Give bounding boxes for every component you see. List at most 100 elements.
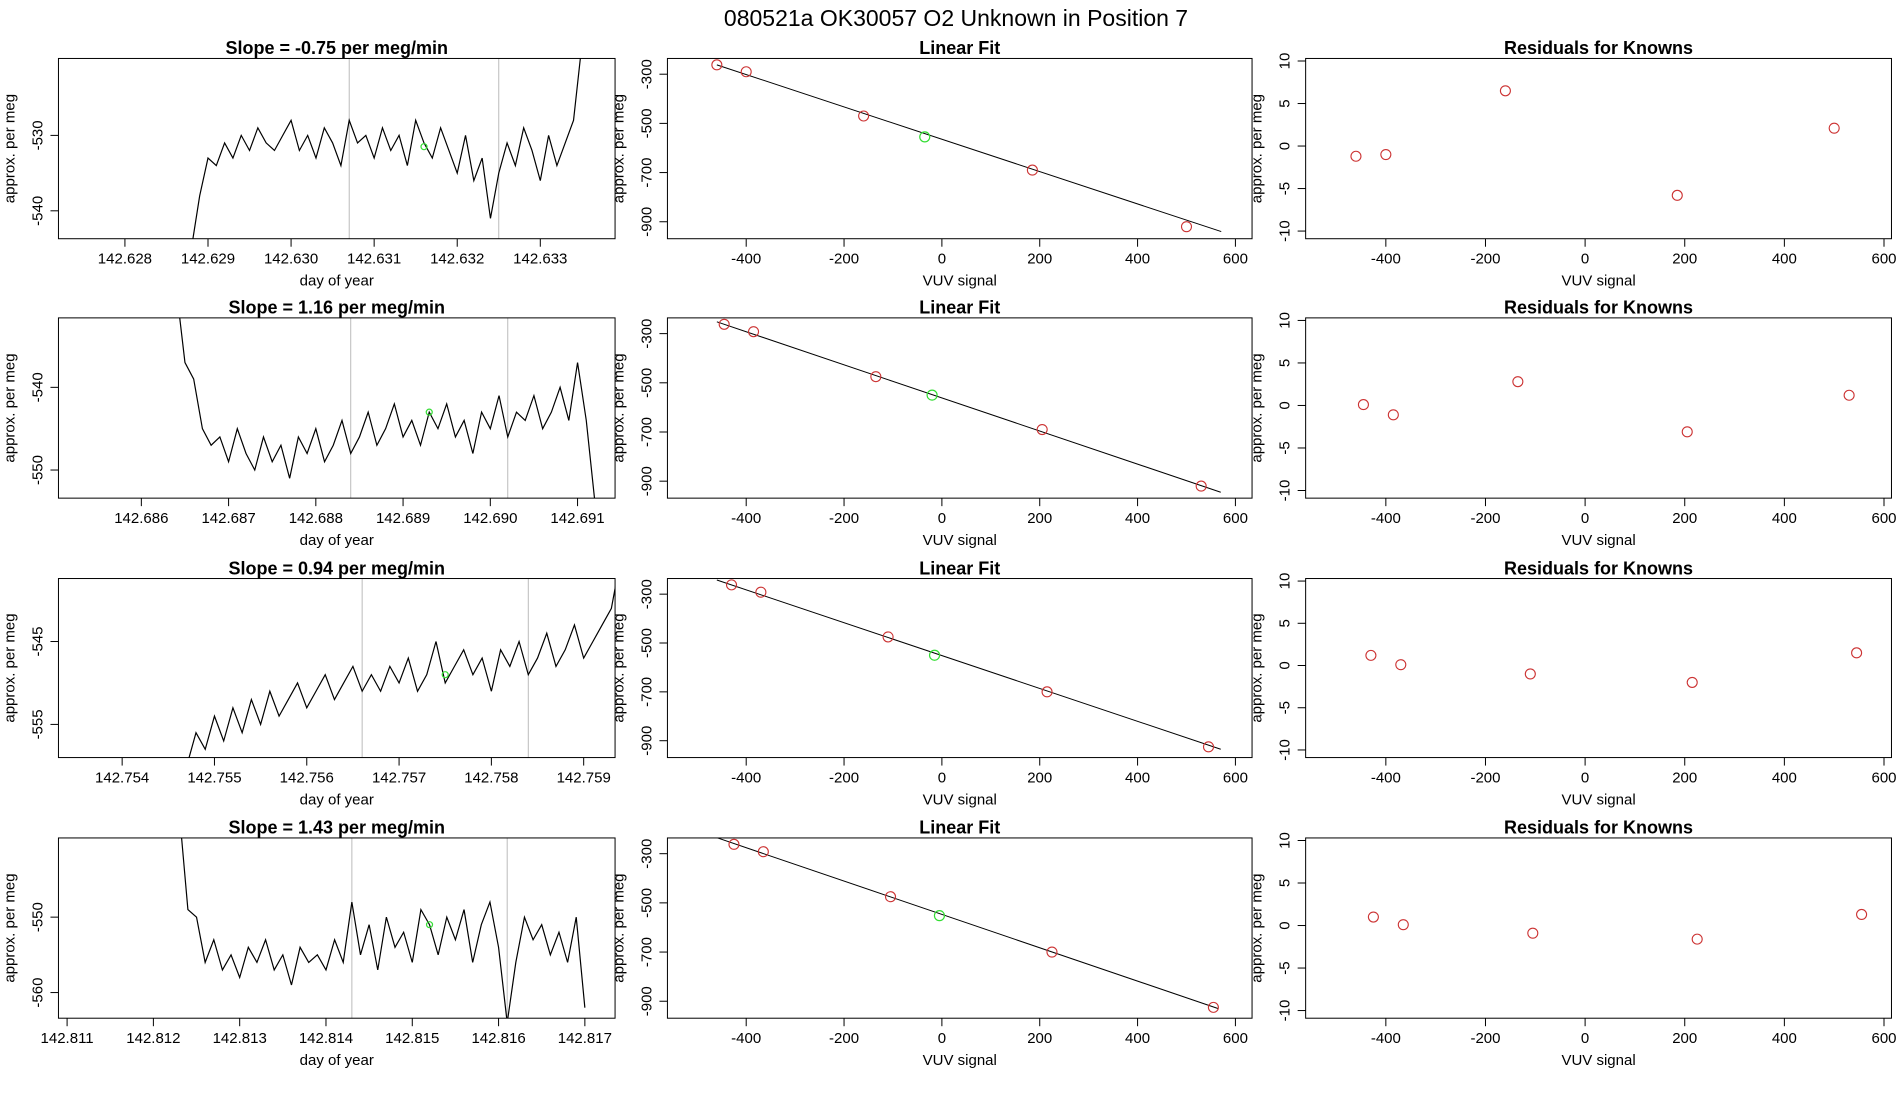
point <box>747 326 760 338</box>
y-tick-label: -530 <box>29 120 46 150</box>
x-tick-label: 0 <box>1581 1030 1589 1047</box>
point <box>1512 376 1524 388</box>
plot-area <box>180 837 586 1019</box>
x-tick-label: 400 <box>1125 251 1150 268</box>
x-tick-label: 142.689 <box>376 510 430 527</box>
series-line <box>179 317 596 499</box>
point <box>1686 676 1698 688</box>
point <box>1691 933 1703 945</box>
y-axis-label: approx. per meg <box>1249 94 1266 203</box>
fit-line <box>716 321 1221 493</box>
x-tick-label: -400 <box>731 251 761 268</box>
plot-area <box>188 578 616 758</box>
x-tick-label: 142.687 <box>201 510 255 527</box>
highlight-point <box>928 649 941 661</box>
plot-frame <box>666 317 1253 499</box>
point <box>1350 150 1362 162</box>
panel: Residuals for Knowns VUV signal approx. pe… <box>1249 38 1897 289</box>
y-axis-label: approx. per meg <box>610 873 627 982</box>
x-tick-label: 142.814 <box>299 1030 353 1047</box>
point <box>711 59 723 71</box>
x-tick-label: 600 <box>1871 770 1896 787</box>
plot-area <box>1365 647 1863 688</box>
x-tick-label: 400 <box>1125 510 1150 527</box>
plot-area <box>179 317 596 499</box>
plot-area <box>716 318 1221 493</box>
x-tick-label: -200 <box>1470 251 1500 268</box>
x-tick-label: 142.816 <box>471 1030 525 1047</box>
plot-frame <box>1305 837 1892 1019</box>
y-axis-label: approx. per meg <box>1249 873 1266 982</box>
y-tick-label: 5 <box>1277 879 1294 887</box>
y-tick-label: 5 <box>1277 99 1294 107</box>
y-axis-label: approx. per meg <box>1 94 18 203</box>
point <box>1387 409 1399 421</box>
panel: Residuals for Knowns VUV signal approx. pe… <box>1249 558 1897 808</box>
x-tick-label: -200 <box>1470 1030 1500 1047</box>
y-tick-label: 5 <box>1277 619 1294 627</box>
panel: Residuals for Knowns VUV signal approx. pe… <box>1249 818 1897 1069</box>
y-tick-label: -700 <box>638 937 655 967</box>
x-tick-label: 142.811 <box>41 1030 94 1047</box>
point <box>1397 919 1409 931</box>
panel-title: Residuals for Knowns <box>1504 298 1693 318</box>
x-axis-label: day of year <box>300 1052 374 1069</box>
x-tick-label: 142.631 <box>347 251 401 268</box>
y-tick-label: -500 <box>638 108 655 138</box>
panel-title: Linear Fit <box>919 818 1000 838</box>
x-axis-label: day of year <box>300 792 374 809</box>
x-tick-label: 400 <box>1772 1030 1797 1047</box>
plot-area <box>192 58 581 239</box>
point <box>1524 668 1536 680</box>
y-tick-label: -700 <box>638 417 655 447</box>
figure-title: 080521a OK30057 O2 Unknown in Position 7 <box>724 5 1188 31</box>
x-tick-label: -200 <box>1470 770 1500 787</box>
x-tick-label: -200 <box>829 770 859 787</box>
plot-area <box>1357 376 1855 438</box>
x-tick-label: -400 <box>1371 1030 1401 1047</box>
x-tick-label: 200 <box>1672 1030 1697 1047</box>
point <box>1671 189 1683 201</box>
plot-frame <box>57 578 616 759</box>
y-tick-label: -300 <box>638 59 655 89</box>
x-tick-label: 142.630 <box>264 251 318 268</box>
x-axis-label: VUV signal <box>1561 532 1635 549</box>
y-axis-label: approx. per meg <box>1 613 18 722</box>
y-tick-label: 0 <box>1277 661 1294 669</box>
y-tick-label: -900 <box>638 986 655 1016</box>
x-axis-label: day of year <box>300 532 374 549</box>
y-tick-label: -300 <box>638 579 655 609</box>
series-line <box>188 585 616 758</box>
x-tick-label: 142.817 <box>558 1030 612 1047</box>
x-tick-label: -200 <box>829 510 859 527</box>
x-tick-label: -400 <box>1371 510 1401 527</box>
x-tick-label: 200 <box>1672 251 1697 268</box>
highlight-point <box>425 408 433 416</box>
series-line <box>180 837 586 1019</box>
y-tick-label: -900 <box>638 466 655 496</box>
x-tick-label: 142.690 <box>463 510 517 527</box>
y-axis-label: approx. per meg <box>1249 613 1266 722</box>
y-tick-label: 10 <box>1277 312 1294 329</box>
y-tick-label: 0 <box>1277 401 1294 409</box>
plot-area <box>716 837 1219 1013</box>
y-tick-label: 10 <box>1277 53 1294 70</box>
plot-area <box>1367 908 1868 945</box>
y-tick-label: -10 <box>1277 739 1294 761</box>
y-axis-label: approx. per meg <box>610 613 627 722</box>
x-tick-label: -400 <box>731 510 761 527</box>
x-tick-label: 142.758 <box>464 770 518 787</box>
x-tick-label: 142.632 <box>430 251 484 268</box>
point <box>1180 221 1193 233</box>
fit-line <box>716 837 1219 1010</box>
x-tick-label: 600 <box>1223 510 1248 527</box>
x-tick-label: -400 <box>731 770 761 787</box>
plot-area <box>711 59 1222 233</box>
x-tick-label: 142.686 <box>114 510 168 527</box>
point <box>718 318 730 330</box>
x-axis-label: VUV signal <box>923 792 997 809</box>
y-tick-label: -10 <box>1277 220 1294 242</box>
highlight-point <box>420 143 428 151</box>
x-tick-label: 400 <box>1125 1030 1150 1047</box>
